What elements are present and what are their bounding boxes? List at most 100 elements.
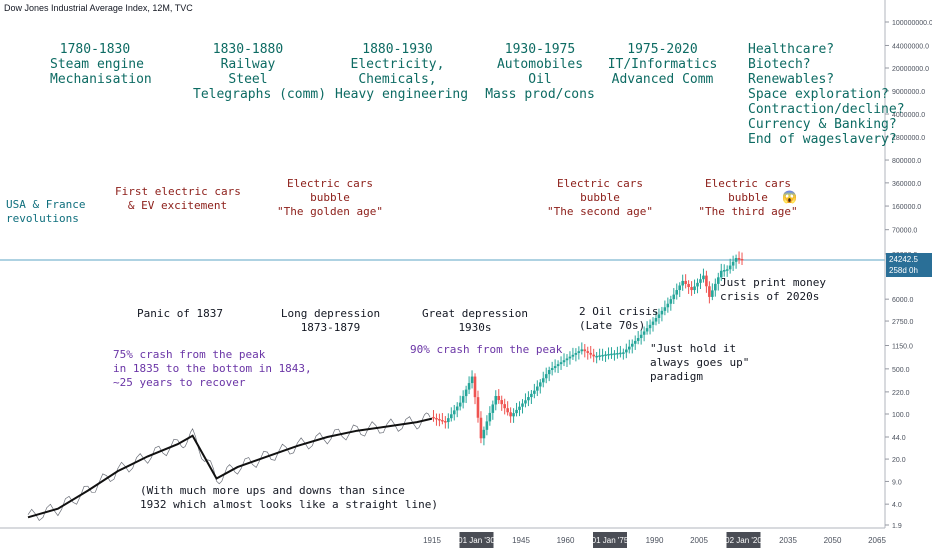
annotation-crash-75: 75% crash from the peak in 1835 to the b… xyxy=(113,348,312,389)
candle-body xyxy=(452,410,456,415)
x-tick-highlight xyxy=(459,532,494,548)
candle-body xyxy=(444,421,447,423)
candle-body xyxy=(509,412,512,417)
candle-body xyxy=(461,396,465,403)
x-tick-label: 1990 xyxy=(646,536,664,545)
x-tick-label: 2035 xyxy=(779,536,797,545)
candle-body xyxy=(583,349,587,352)
candle-body xyxy=(648,324,652,329)
candle-body xyxy=(527,397,530,401)
candle-body xyxy=(719,270,723,278)
y-tick-label: 20000000.0 xyxy=(892,66,929,73)
candle-body xyxy=(449,414,453,419)
y-tick-label: 1800000.0 xyxy=(892,135,925,142)
candle-body xyxy=(714,283,717,291)
x-tick-label: 01 Jan '30 xyxy=(458,536,495,545)
historical-volatility-line xyxy=(27,412,431,522)
era-1880-1930: 1880-1930 Electricity, Chemicals, Heavy … xyxy=(335,42,469,102)
candle-body xyxy=(518,406,521,410)
scream-emoji-icon: 😱 xyxy=(782,190,797,204)
y-tick-label: 9000000.0 xyxy=(892,89,925,96)
annotation-bubble-golden-age: Electric cars bubble "The golden age" xyxy=(277,177,383,218)
candle-body xyxy=(693,286,696,291)
y-tick-label: 4.0 xyxy=(892,502,902,509)
candle-body xyxy=(580,349,584,352)
candle-body xyxy=(722,270,726,272)
candle-body xyxy=(740,258,744,261)
candle-body xyxy=(473,376,477,398)
y-tick-label: 44.0 xyxy=(892,435,906,442)
era-1975-2020: 1975-2020 IT/Informatics Advanced Comm xyxy=(607,42,718,87)
candle-body xyxy=(559,362,563,365)
y-tick-label: 100.0 xyxy=(892,412,910,419)
candle-body xyxy=(639,334,643,339)
candle-body xyxy=(690,287,693,291)
candle-body xyxy=(672,294,676,300)
candle-body xyxy=(544,374,548,379)
candle-body xyxy=(642,331,646,335)
era-1830-1880: 1830-1880 Railway Steel Telegraphs (comm… xyxy=(193,42,327,102)
price-marks xyxy=(27,251,744,522)
candle-body xyxy=(705,275,708,287)
candle-body xyxy=(577,351,581,354)
candle-body xyxy=(619,352,622,355)
candle-body xyxy=(438,418,441,421)
annotation-first-electric-cars: First electric cars & EV excitement xyxy=(115,185,241,212)
x-tick-highlight xyxy=(593,532,627,548)
y-tick-label: 44000000.0 xyxy=(892,43,929,50)
candle-body xyxy=(737,257,741,260)
candle-body xyxy=(470,376,474,384)
x-tick-label: 1960 xyxy=(557,536,575,545)
candle-body xyxy=(669,299,673,304)
candle-body xyxy=(447,418,450,423)
candle-body xyxy=(657,314,661,318)
candle-body xyxy=(494,395,498,405)
candle-body xyxy=(485,421,489,430)
x-tick-label: 01 Jan '75 xyxy=(592,536,629,545)
y-tick-label: 4000000.0 xyxy=(892,112,925,119)
candle-body xyxy=(467,383,471,390)
candle-body xyxy=(681,280,684,286)
candle-body xyxy=(678,285,682,291)
era-1780-1830: 1780-1830 Steam engine Mechanisation xyxy=(50,42,152,87)
y-tick-label: 360000.0 xyxy=(892,181,921,188)
candle-body xyxy=(645,328,649,332)
x-tick-label: 1915 xyxy=(423,536,441,545)
candle-body xyxy=(506,408,509,413)
candle-body xyxy=(512,413,515,417)
candle-body xyxy=(675,290,679,295)
candle-body xyxy=(702,275,705,280)
candle-body xyxy=(616,353,619,355)
candle-body xyxy=(731,261,735,266)
candle-body xyxy=(432,416,435,419)
chart-title: Dow Jones Industrial Average Index, 12M,… xyxy=(4,3,193,13)
annotation-crash-90: 90% crash from the peak xyxy=(410,343,563,356)
candle-body xyxy=(604,354,607,356)
candle-body xyxy=(598,355,601,357)
y-tick-label: 100000000.0 xyxy=(892,20,932,27)
candle-body xyxy=(595,355,598,358)
candle-body xyxy=(633,340,637,344)
candle-body xyxy=(607,353,610,356)
candle-body xyxy=(538,382,542,387)
candle-body xyxy=(568,356,572,359)
y-tick-label: 9.0 xyxy=(892,479,902,486)
countdown-label: 258d 0h xyxy=(889,266,918,275)
candle-body xyxy=(586,351,590,353)
x-tick-label: 2005 xyxy=(690,536,708,545)
candle-body xyxy=(708,286,711,297)
candle-body xyxy=(464,389,468,397)
candle-body xyxy=(455,406,459,411)
y-tick-label: 500.0 xyxy=(892,367,910,374)
candle-body xyxy=(592,354,595,357)
candle-body xyxy=(458,402,462,407)
candle-body xyxy=(660,310,664,315)
candle-body xyxy=(625,349,628,353)
annotation-oil-crisis: 2 Oil crisis (Late 70s) xyxy=(579,305,659,332)
annotation-great-depression: Great depression 1930s xyxy=(422,307,528,334)
last-price-tag xyxy=(886,253,932,277)
candle-body xyxy=(630,343,634,347)
y-tick-label: 160000.0 xyxy=(892,204,921,211)
candle-body xyxy=(550,368,554,371)
